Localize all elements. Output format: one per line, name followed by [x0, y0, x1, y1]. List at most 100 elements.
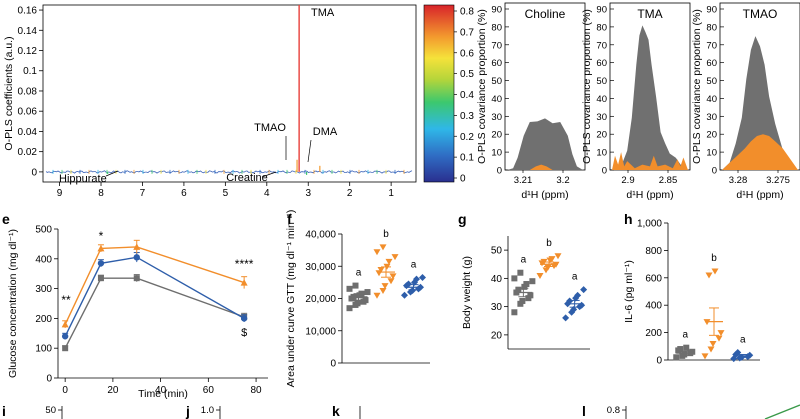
x-axis-label: Time (min): [138, 388, 188, 400]
x-tick-label: 5: [223, 188, 229, 199]
y-tick-label: 70: [491, 40, 502, 51]
series-line-green: [764, 404, 800, 419]
y-tick-label: 10: [596, 148, 607, 159]
y-tick-label: 0.8: [607, 405, 620, 416]
panel-label: l: [582, 403, 586, 419]
y-tick-label: 50: [491, 246, 503, 257]
data-point-gray: [681, 351, 688, 358]
data-point-gray: [673, 354, 680, 361]
data-point-orange: [379, 287, 387, 294]
data-point-blue: [566, 297, 574, 305]
significance-letter: a: [572, 272, 578, 283]
y-tick-label: 80: [596, 22, 607, 33]
x-tick-label: 4: [264, 188, 270, 199]
y-tick-label: 0: [330, 359, 336, 370]
area-gray: [612, 25, 688, 171]
colorbar-label: 0.5: [460, 69, 474, 80]
y-tick-label: 50: [596, 76, 607, 87]
data-point-gray: [352, 282, 359, 289]
y-axis-label: Area under curve GTT (mg dl⁻¹ min⁻¹): [285, 210, 297, 388]
data-point-blue: [562, 314, 570, 322]
data-point-orange: [379, 244, 387, 251]
data-point-orange: [377, 266, 385, 273]
data-point-orange: [373, 249, 381, 256]
y-tick-label: 20: [491, 330, 503, 341]
y-tick-label: 10,000: [305, 326, 336, 337]
tmao-panel: TMAO 0 10 20 30 40 50 60 70 80 90O-PLS covariance …: [691, 2, 800, 201]
y-tick-label: 0.02: [18, 147, 38, 158]
y-tick-label: 0.16: [18, 6, 38, 17]
significance-letter: a: [411, 260, 417, 271]
data-point-blue: [419, 274, 426, 282]
data-point-orange: [711, 268, 719, 275]
colorbar-label: 0: [460, 174, 466, 185]
x-tick-label: 3.28: [729, 175, 748, 186]
y-tick-label: 1,000: [637, 219, 662, 230]
colorbar-label: 0.6: [460, 48, 474, 59]
area-orange: [612, 152, 688, 170]
x-tick-label: 3: [305, 188, 311, 199]
y-tick-label: 0: [31, 167, 37, 178]
panel-h-il6: h 0 200 400 600 800 1,000 IL-6 (pg ml⁻¹) a b a: [623, 211, 760, 367]
data-point-blue: [133, 254, 140, 261]
colorbar-label: 0.4: [460, 90, 474, 101]
y-tick-label: 800: [645, 246, 662, 257]
y-tick-label: 0.08: [18, 86, 38, 97]
data-point-gray: [517, 269, 524, 276]
y-tick-label: 400: [35, 254, 52, 265]
y-tick-label: 600: [645, 273, 662, 284]
data-point-blue: [240, 315, 248, 322]
panel-label: h: [624, 211, 633, 227]
y-axis-label: O-PLS covariance proportion (%): [691, 9, 703, 164]
significance-letter: b: [546, 238, 552, 249]
y-tick-label: 10: [706, 148, 717, 159]
bottom-panels: i 50 j 1.0 k l 0.8: [2, 403, 800, 419]
y-tick-label: 1.0: [201, 405, 214, 416]
y-tick-label: 400: [645, 301, 662, 312]
area-orange: [722, 134, 798, 170]
y-tick-label: 60: [706, 58, 717, 69]
panel-title: Choline: [525, 7, 566, 21]
data-point-blue: [401, 291, 408, 299]
y-tick-label: 40: [706, 94, 717, 105]
y-tick-label: 30: [706, 112, 717, 123]
y-tick-label: 40: [596, 94, 607, 105]
y-tick-label: 60: [596, 58, 607, 69]
data-point-gray: [362, 297, 369, 304]
y-axis-label: O-PLS covariance proportion (%): [476, 9, 488, 164]
panel-label: i: [2, 403, 6, 419]
panel-g-body-weight: g 20 30 40 50 Body weight (g) a b a: [458, 211, 590, 350]
panel-label: k: [332, 403, 340, 419]
y-tick-label: 40: [491, 94, 502, 105]
y-tick-label: 300: [35, 284, 52, 295]
x-tick-label: 1: [388, 188, 394, 199]
colorbar-label: 0.2: [460, 132, 474, 143]
colorbar-label: 0.7: [460, 27, 474, 38]
y-axis-label: O-PLS coefficients (a.u.): [3, 36, 15, 150]
data-point-orange: [381, 283, 389, 290]
data-point-orange: [97, 244, 105, 252]
series-line-orange: [64, 246, 245, 325]
y-tick-label: 90: [706, 5, 717, 16]
data-point-blue: [405, 280, 412, 288]
data-point-blue: [570, 305, 578, 313]
data-point-gray: [97, 275, 104, 282]
panel-e-glucose: e 0 100 200 300 400 500 0 20 40 60 80 Time (min) Gluc…: [2, 211, 268, 400]
data-point-gray: [346, 305, 353, 312]
y-tick-label: 0.12: [18, 46, 38, 57]
data-point-gray: [62, 345, 69, 352]
x-tick-label: 2.85: [659, 175, 678, 186]
data-point-orange: [385, 258, 393, 265]
series-line-blue: [64, 256, 245, 337]
peak-label: TMAO: [254, 122, 286, 134]
y-tick-label: 50: [491, 76, 502, 87]
y-tick-label: 0: [46, 374, 52, 385]
y-tick-label: 100: [35, 344, 52, 355]
x-axis-label: d¹H (ppm): [626, 189, 673, 201]
y-tick-label: 80: [491, 22, 502, 33]
significance-letter: b: [383, 229, 389, 240]
x-tick-label: 3.275: [766, 175, 790, 186]
y-tick-label: 90: [596, 5, 607, 16]
significance-letter: b: [711, 253, 717, 264]
x-tick-label: 20: [107, 385, 119, 396]
